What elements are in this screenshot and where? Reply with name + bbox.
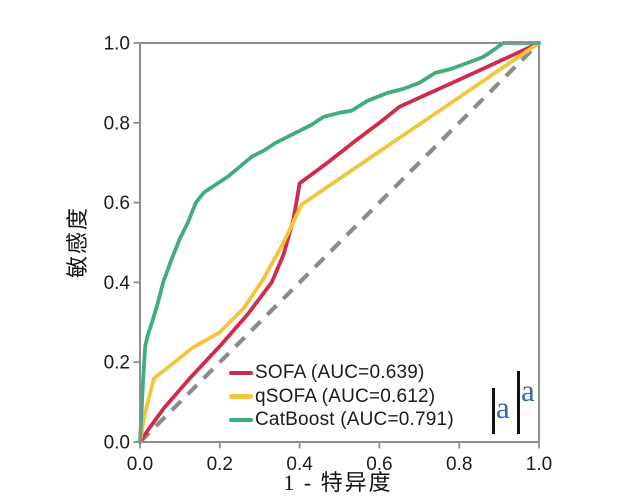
significance-marker-a1: a: [496, 390, 510, 425]
y-axis-label: 敏感度: [65, 205, 90, 279]
y-tick-label: 0.2: [104, 353, 130, 374]
roc-curve-catboost: [138, 41, 541, 444]
significance-marker-a2: a: [521, 373, 535, 408]
x-tick-label: 0.2: [207, 454, 233, 475]
legend-swatch-sofa: [229, 370, 253, 375]
roc-curve-sofa: [138, 41, 541, 444]
legend-swatch-qsofa: [229, 394, 253, 399]
legend-label-catboost: CatBoost (AUC=0.791): [255, 409, 454, 430]
significance-bracket-bar-1: [492, 388, 495, 434]
legend: SOFA (AUC=0.639) qSOFA (AUC=0.612) CatBoos…: [229, 361, 454, 432]
x-tick-label: 0.4: [286, 454, 313, 475]
x-tick-label: 0.0: [127, 454, 153, 475]
plot-border: [139, 42, 540, 443]
x-tick-label: 0.6: [366, 454, 392, 475]
y-tick-label: 0.6: [104, 193, 130, 214]
legend-item-qsofa: qSOFA (AUC=0.612): [229, 385, 454, 409]
legend-label-sofa: SOFA (AUC=0.639): [255, 362, 425, 383]
legend-item-catboost: CatBoost (AUC=0.791): [229, 408, 454, 432]
y-tick-label: 0.4: [104, 273, 131, 294]
legend-label-qsofa: qSOFA (AUC=0.612): [255, 385, 436, 407]
legend-swatch-catboost: [229, 417, 253, 422]
y-tick-label: 0.8: [104, 113, 130, 134]
legend-item-sofa: SOFA (AUC=0.639): [229, 361, 454, 385]
roc-curve-qsofa: [138, 41, 541, 444]
x-tick-label: 0.8: [446, 454, 472, 475]
significance-bracket-bar-2: [517, 371, 520, 434]
y-tick-label: 1.0: [104, 34, 130, 55]
x-tick-label: 1.0: [526, 454, 552, 475]
chance-diagonal-line: [138, 41, 541, 444]
y-tick-label: 0.0: [104, 433, 130, 454]
x-axis-label: 1 - 特异度: [283, 470, 393, 495]
